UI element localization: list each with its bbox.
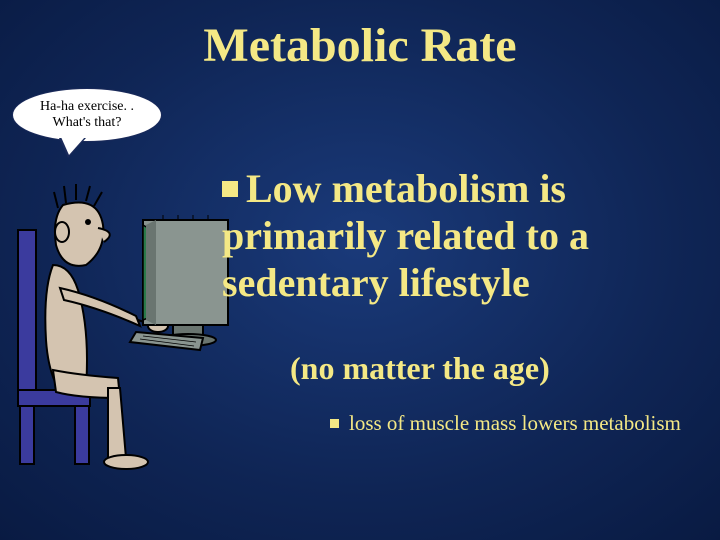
main-bullet-text: Low metabolism is primarily related to a…	[222, 166, 589, 305]
sub-bullet-1: (no matter the age)	[290, 350, 710, 387]
bullet-square-small-icon	[330, 419, 339, 428]
sedentary-person-clipart	[8, 170, 238, 470]
speech-line-1: Ha-ha exercise. .	[40, 99, 134, 115]
sub-bullet-2-text: loss of muscle mass lowers metabolism	[349, 411, 681, 435]
speech-line-2: What's that?	[53, 115, 122, 131]
speech-bubble: Ha-ha exercise. . What's that?	[12, 88, 162, 142]
main-bullet: Low metabolism is primarily related to a…	[222, 165, 702, 307]
sub-bullet-2: loss of muscle mass lowers metabolism	[330, 410, 710, 437]
bullet-square-icon	[222, 181, 238, 197]
slide-title: Metabolic Rate	[0, 18, 720, 73]
